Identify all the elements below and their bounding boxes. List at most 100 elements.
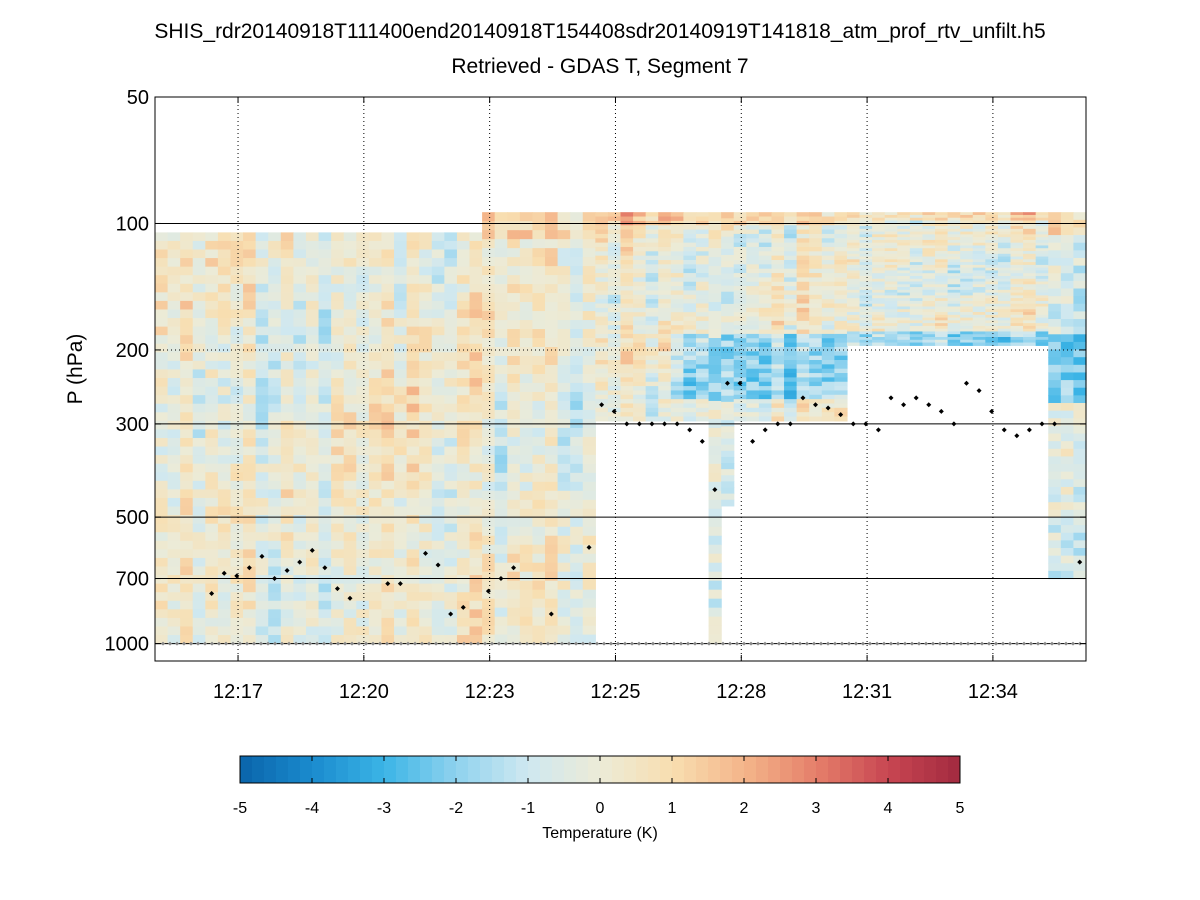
- heatmap-cell: [280, 292, 294, 302]
- heatmap-cell: [343, 489, 357, 499]
- heatmap-cell: [947, 226, 961, 230]
- heatmap-cell: [532, 427, 546, 438]
- heatmap-cell: [469, 412, 483, 422]
- heatmap-cell: [180, 275, 194, 285]
- heatmap-cell: [155, 592, 169, 602]
- heatmap-cell: [670, 290, 684, 296]
- heatmap-cell: [293, 575, 307, 585]
- surface-marker: [175, 641, 179, 646]
- heatmap-cell: [570, 212, 584, 222]
- heatmap-cell: [456, 472, 471, 482]
- heatmap-cell: [821, 329, 835, 335]
- heatmap-cell: [431, 300, 445, 311]
- heatmap-cell: [368, 386, 383, 396]
- colorbar-segment: [468, 756, 481, 783]
- heatmap-cell: [997, 226, 1012, 230]
- heatmap-cell: [633, 416, 647, 422]
- heatmap-cell: [658, 242, 672, 248]
- heatmap-cell: [331, 283, 345, 293]
- heatmap-cell: [331, 369, 345, 379]
- heatmap-cell: [771, 277, 785, 283]
- heatmap-cell: [444, 583, 458, 593]
- heatmap-cell: [909, 245, 924, 249]
- heatmap-cell: [217, 532, 232, 542]
- heatmap-cell: [155, 420, 169, 431]
- heatmap-cell: [356, 532, 370, 542]
- heatmap-cell: [431, 403, 445, 413]
- heatmap-cell: [519, 472, 534, 483]
- heatmap-cell: [834, 386, 848, 392]
- heatmap-cell: [935, 256, 949, 260]
- heatmap-cell: [595, 412, 609, 418]
- heatmap-cell: [155, 343, 169, 353]
- heatmap-cell: [1073, 235, 1087, 244]
- heatmap-cell: [746, 403, 760, 409]
- heatmap-cell: [670, 333, 684, 339]
- colorbar-segment: [336, 756, 349, 783]
- heatmap-cell: [192, 369, 206, 379]
- heatmap-cell: [205, 532, 219, 542]
- heatmap-cell: [180, 557, 194, 568]
- heatmap-cell: [1023, 275, 1037, 280]
- heatmap-cell: [507, 454, 521, 465]
- heatmap-cell: [771, 368, 785, 374]
- heatmap-cell: [796, 246, 810, 252]
- heatmap-cell: [419, 455, 433, 465]
- heatmap-cell: [1023, 298, 1037, 302]
- heatmap-cell: [721, 230, 735, 238]
- heatmap-cell: [205, 617, 219, 628]
- heatmap-cell: [1035, 303, 1049, 308]
- heatmap-cell: [318, 326, 332, 336]
- heatmap-cell: [985, 289, 999, 294]
- heatmap-cell: [394, 523, 408, 533]
- heatmap-cell: [582, 562, 596, 573]
- heatmap-cell: [947, 306, 961, 310]
- heatmap-cell: [205, 489, 219, 499]
- heatmap-cell: [683, 246, 697, 252]
- heatmap-cell: [708, 490, 722, 501]
- heatmap-cell: [658, 233, 672, 239]
- heatmap-cell: [1010, 328, 1024, 333]
- heatmap-cell: [368, 283, 383, 293]
- heatmap-cell: [658, 416, 672, 422]
- heatmap-cell: [809, 351, 823, 357]
- heatmap-cell: [570, 347, 584, 357]
- heatmap-cell: [494, 266, 508, 276]
- heatmap-cell: [670, 403, 684, 409]
- heatmap-cell: [494, 275, 508, 285]
- heatmap-cell: [1023, 214, 1037, 219]
- colorbar-segment: [456, 756, 469, 783]
- heatmap-cell: [456, 318, 471, 328]
- heatmap-cell: [381, 617, 395, 628]
- heatmap-cell: [922, 253, 936, 258]
- heatmap-cell: [230, 335, 244, 345]
- heatmap-cell: [318, 583, 332, 593]
- heatmap-cell: [758, 381, 773, 387]
- heatmap-cell: [733, 212, 747, 218]
- heatmap-cell: [293, 463, 307, 473]
- heatmap-cell: [394, 532, 408, 542]
- heatmap-cell: [519, 302, 534, 312]
- heatmap-cell: [758, 312, 773, 318]
- heatmap-cell: [683, 294, 697, 300]
- heatmap-cell: [582, 373, 596, 384]
- heatmap-cell: [532, 526, 546, 537]
- heatmap-cell: [406, 497, 420, 508]
- heatmap-cell: [1035, 284, 1049, 288]
- heatmap-cell: [670, 251, 684, 257]
- heatmap-cell: [1048, 395, 1062, 404]
- heatmap-cell: [985, 312, 999, 316]
- heatmap-cell: [658, 216, 672, 222]
- heatmap-cell: [859, 237, 873, 241]
- heatmap-cell: [821, 416, 835, 422]
- heatmap-cell: [268, 343, 282, 353]
- heatmap-cell: [897, 303, 911, 308]
- heatmap-cell: [582, 230, 596, 240]
- surface-marker: [889, 641, 893, 646]
- heatmap-cell: [180, 369, 194, 379]
- heatmap-cell: [343, 437, 357, 448]
- heatmap-cell: [280, 412, 294, 422]
- heatmap-cell: [985, 231, 999, 235]
- heatmap-cell: [922, 267, 936, 272]
